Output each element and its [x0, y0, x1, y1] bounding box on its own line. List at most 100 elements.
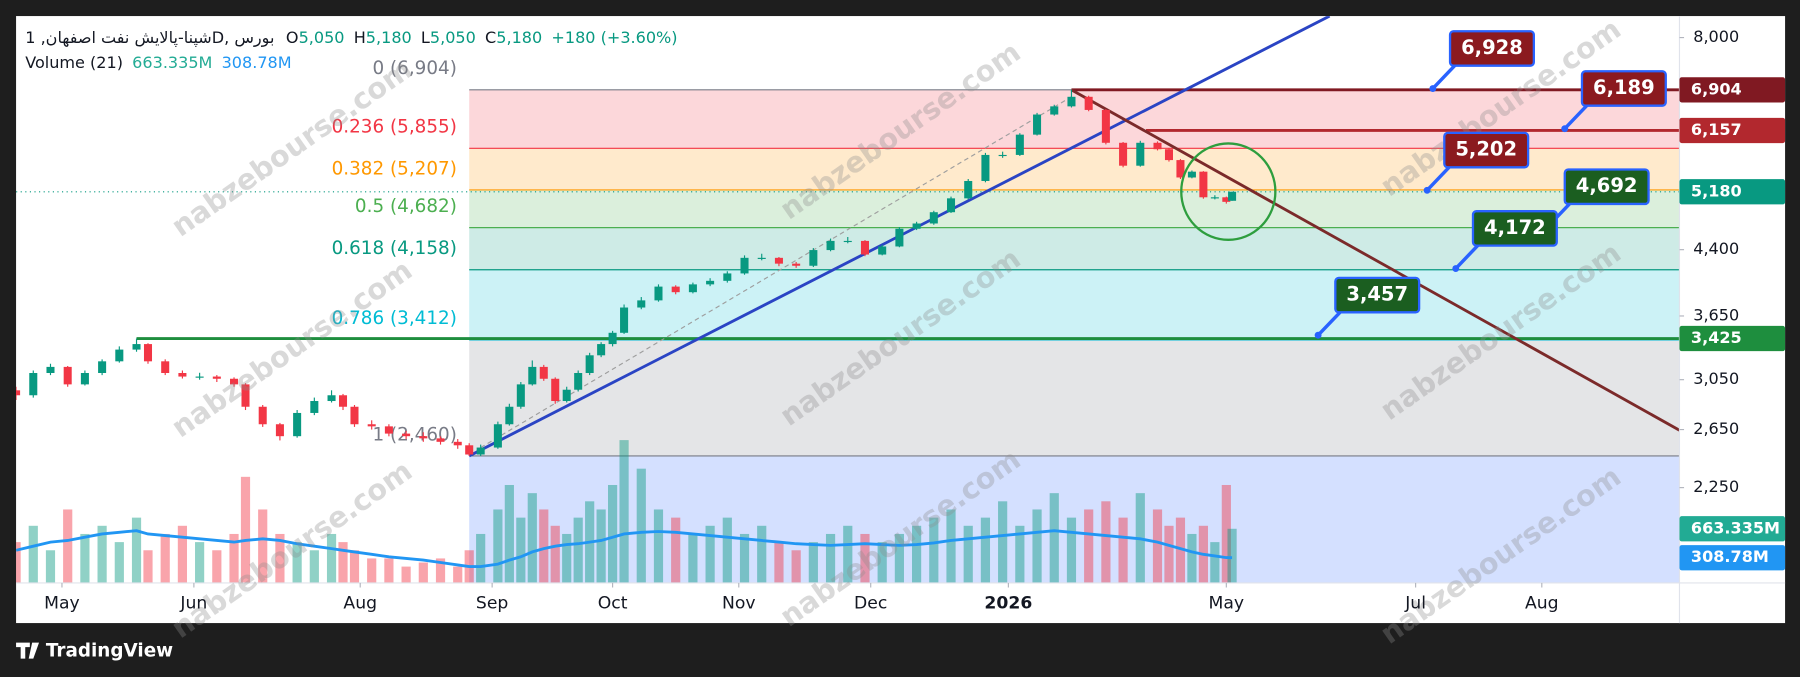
volume-bar [573, 517, 583, 583]
callout-pointer [1425, 163, 1453, 192]
volume-bar [596, 509, 606, 583]
candle-body [671, 286, 680, 293]
candle-body [574, 373, 583, 390]
volume-bar [28, 525, 38, 583]
price-tag-label: 308.78M [1691, 547, 1769, 566]
candle-body [327, 395, 336, 402]
volume-bar [384, 558, 394, 583]
x-tick-label: Aug [343, 594, 377, 614]
y-tick-label: 3,650 [1693, 305, 1739, 324]
volume-bar [929, 517, 939, 583]
candle-body [1176, 160, 1185, 178]
candle-body [132, 344, 141, 350]
y-tick-label: 4,400 [1693, 239, 1739, 258]
volume-ma-line [16, 529, 1233, 569]
candle-body [774, 257, 783, 264]
brand-logo [16, 642, 40, 659]
candle-body [195, 376, 204, 378]
legend-line: شپنا-پالایش نفت اصفهان, 1D, بورس O5,050 H5… [25, 27, 677, 47]
price-tag [1679, 545, 1786, 571]
candle-body [143, 344, 153, 362]
chart-panel [16, 16, 1786, 624]
candle-body [1187, 171, 1196, 178]
volume-bar [516, 517, 526, 583]
candle-body [1164, 149, 1173, 161]
trendline [1070, 88, 1680, 432]
candle-body [792, 263, 801, 266]
fib-label: 0.382 (5,207) [332, 158, 457, 179]
candle-body [419, 436, 428, 439]
candle-body [310, 401, 319, 413]
volume-bar [894, 533, 904, 583]
volume-bar [1032, 509, 1042, 583]
volume-bar [160, 533, 170, 583]
candle-body [350, 406, 359, 425]
volume-bar [504, 484, 514, 583]
candle-body [29, 373, 38, 396]
candle-body [161, 361, 170, 374]
candle-body [706, 280, 715, 285]
candle-body [528, 366, 537, 385]
fib-extension-zone [469, 455, 1680, 583]
volume-bar [229, 533, 239, 583]
callout-label: 4,172 [1484, 216, 1546, 239]
candle-body [912, 223, 921, 229]
volume-bar [1101, 501, 1111, 583]
price-tag [1679, 516, 1786, 542]
volume-bar [275, 533, 285, 583]
candle-body [476, 447, 485, 455]
volume-bar [808, 542, 818, 583]
volume-bar [80, 533, 90, 583]
volume-bar [338, 542, 348, 583]
candle-body [1033, 114, 1042, 135]
volume-bar [292, 542, 302, 583]
candle-body [597, 344, 606, 356]
volume-bar [1066, 517, 1077, 583]
x-tick-label: Oct [598, 594, 628, 614]
candle-body [895, 228, 904, 247]
y-tick-label: 2,650 [1693, 419, 1739, 438]
candle-body [1228, 191, 1237, 201]
candle-body [241, 384, 250, 407]
volume-bar [476, 533, 486, 583]
volume-bar [877, 542, 887, 583]
callout-box [1580, 70, 1667, 107]
fib-zone [469, 269, 1680, 340]
volume-bar [453, 566, 463, 583]
candle-body [436, 438, 445, 442]
candle-body [46, 366, 55, 374]
volume-bar [774, 542, 784, 583]
candle-body [16, 390, 21, 396]
candle-body [929, 212, 938, 224]
candle-body [275, 424, 284, 437]
fib-label: 0.5 (4,682) [355, 196, 457, 217]
candle-body [688, 284, 697, 293]
volume-bar [45, 550, 56, 583]
volume-bar [240, 476, 251, 583]
candle-body [1015, 134, 1024, 155]
volume-bar [435, 558, 446, 583]
volume-bar [177, 525, 188, 583]
fib-label: 0.236 (5,855) [332, 117, 457, 138]
candle-body [453, 441, 462, 446]
highlight-circle [1180, 142, 1277, 241]
candle-body [505, 406, 514, 425]
candle-body [1136, 142, 1145, 166]
volume-title: Volume (21) [25, 53, 123, 72]
ohlc-value: 5,050 [299, 27, 345, 46]
candle-body [585, 355, 594, 374]
volume-bar [1210, 542, 1220, 583]
volume-bar [349, 550, 360, 583]
candle-body [230, 378, 239, 385]
candle-body [212, 376, 221, 379]
fib-label: 0.786 (3,412) [332, 308, 457, 329]
callout-box [1443, 131, 1530, 169]
price-tag-label: 5,180 [1691, 181, 1742, 200]
volume-value: 663.335M [132, 53, 212, 72]
volume-bar [1152, 509, 1163, 583]
ohlc-value: 5,180 [496, 27, 542, 46]
candle-body [80, 373, 89, 385]
callout-pointer [1454, 242, 1482, 270]
candle-body [1101, 109, 1110, 143]
